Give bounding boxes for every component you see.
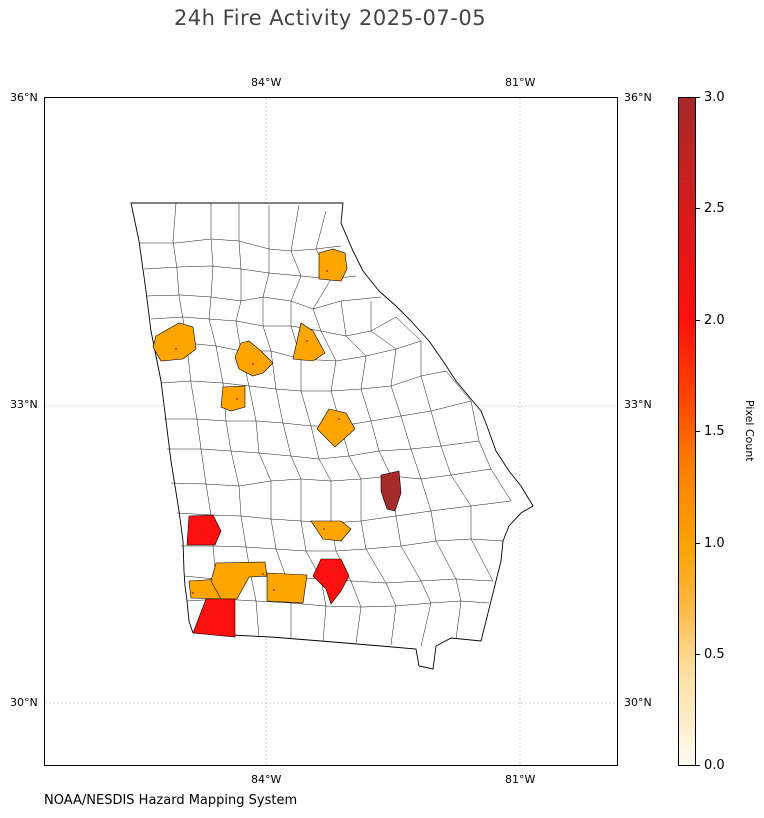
fire-detection-points (175, 270, 394, 612)
right-lat-label-36n: 36°N (624, 91, 652, 104)
county-fire-1[interactable] (318, 248, 348, 282)
colorbar-tick-mark (696, 543, 700, 544)
left-lat-label-30n: 30°N (10, 696, 38, 709)
county-fire-11[interactable] (186, 514, 222, 546)
counties-pixel-count-2 (186, 514, 350, 638)
county-fire-7[interactable] (310, 520, 352, 542)
county-fire-4[interactable] (292, 322, 326, 362)
top-lon-label-81w: 81°W (505, 76, 536, 89)
georgia-county-map (45, 98, 617, 765)
colorbar-tick-label: 0.0 (704, 758, 725, 773)
left-lat-label-33n: 33°N (10, 398, 38, 411)
colorbar-tick-mark (696, 765, 700, 766)
counties-pixel-count-1 (152, 248, 356, 604)
colorbar-tick-mark (696, 320, 700, 321)
county-fire-14[interactable] (380, 470, 402, 512)
bottom-lon-label-84w: 84°W (251, 773, 282, 786)
right-lat-label-30n: 30°N (624, 696, 652, 709)
county-fire-5[interactable] (220, 385, 246, 412)
colorbar-tick-label: 0.5 (704, 647, 725, 662)
colorbar-tick-mark (696, 654, 700, 655)
county-fire-13[interactable] (312, 558, 350, 605)
left-lat-label-36n: 36°N (10, 91, 38, 104)
colorbar (678, 97, 696, 766)
map-title: 24h Fire Activity 2025-07-05 (173, 6, 487, 30)
colorbar-tick-mark (696, 97, 700, 98)
graticule (45, 98, 617, 765)
colorbar-label: Pixel Count (743, 400, 756, 462)
data-source-credit: NOAA/NESDIS Hazard Mapping System (44, 793, 298, 808)
county-fire-3[interactable] (234, 340, 274, 377)
colorbar-tick-label: 1.0 (704, 536, 725, 551)
colorbar-tick-mark (696, 208, 700, 209)
map-panel[interactable] (44, 97, 618, 766)
colorbar-tick-label: 2.0 (704, 313, 725, 328)
county-fire-2[interactable] (152, 322, 197, 362)
top-lon-label-84w: 84°W (251, 76, 282, 89)
county-fire-10[interactable] (266, 572, 308, 604)
right-lat-label-33n: 33°N (624, 398, 652, 411)
colorbar-tick-label: 1.5 (704, 424, 725, 439)
colorbar-tick-mark (696, 431, 700, 432)
colorbar-tick-label: 2.5 (704, 201, 725, 216)
county-fire-12[interactable] (192, 598, 236, 638)
county-fire-6[interactable] (316, 408, 356, 448)
bottom-lon-label-81w: 81°W (505, 773, 536, 786)
counties-pixel-count-3 (380, 470, 402, 512)
county-fire-9[interactable] (210, 561, 268, 600)
colorbar-tick-label: 3.0 (704, 90, 725, 105)
